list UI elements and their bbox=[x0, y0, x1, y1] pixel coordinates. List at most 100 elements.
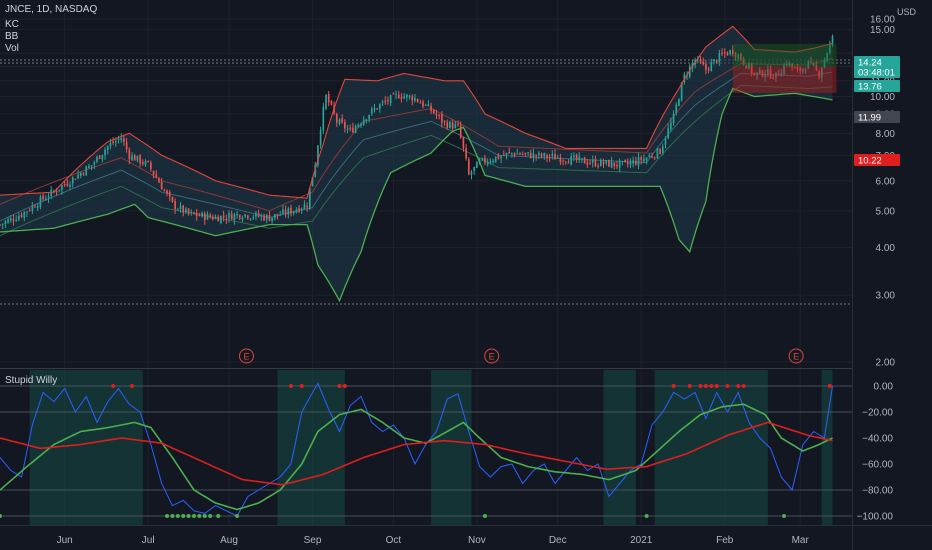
indicator-vol-label[interactable]: Vol bbox=[5, 43, 19, 54]
candle-body bbox=[203, 213, 206, 220]
candle-body bbox=[432, 109, 435, 114]
candle-body bbox=[101, 154, 104, 160]
candle-body bbox=[688, 66, 691, 77]
candle-body bbox=[362, 119, 365, 126]
candle-body bbox=[823, 59, 826, 68]
candle-body bbox=[195, 212, 198, 217]
overbought-dot bbox=[741, 384, 746, 388]
candle-body bbox=[133, 155, 136, 161]
candle-body bbox=[147, 160, 150, 162]
candle-body bbox=[791, 63, 793, 68]
candle-body bbox=[335, 114, 338, 123]
oscillator-shaded-zone bbox=[277, 370, 345, 525]
oscillator-signal-line bbox=[0, 403, 833, 511]
candle-body bbox=[322, 107, 325, 131]
candle-body bbox=[325, 94, 327, 109]
candle-body bbox=[524, 152, 527, 154]
candle-body bbox=[626, 162, 629, 165]
candle-body bbox=[201, 212, 203, 217]
candle-body bbox=[422, 101, 424, 107]
overbought-dot bbox=[709, 384, 714, 388]
earnings-letter: E bbox=[243, 352, 249, 362]
oscillator-shaded-zone bbox=[603, 370, 636, 525]
candle-body bbox=[643, 158, 645, 162]
candle-body bbox=[710, 62, 713, 72]
position-stop-zone bbox=[732, 66, 837, 93]
candle-body bbox=[758, 69, 761, 74]
oversold-dot bbox=[482, 514, 487, 518]
indicator-bb-label[interactable]: BB bbox=[5, 31, 19, 42]
candle-body bbox=[247, 215, 249, 219]
symbol-title[interactable]: JNCE, 1D, NASDAQ bbox=[5, 4, 98, 15]
overbought-dot bbox=[130, 384, 135, 388]
overbought-dot bbox=[703, 384, 708, 388]
candle-body bbox=[411, 96, 414, 101]
candle-body bbox=[424, 104, 427, 106]
candle-body bbox=[42, 195, 44, 200]
candle-body bbox=[578, 156, 581, 161]
candle-body bbox=[206, 213, 209, 220]
candle-body bbox=[661, 146, 664, 153]
candle-body bbox=[602, 161, 605, 165]
candle-body bbox=[605, 160, 608, 164]
earnings-marker[interactable]: E bbox=[238, 348, 254, 364]
candle-body bbox=[732, 49, 734, 55]
candle-body bbox=[546, 154, 548, 158]
candle-body bbox=[352, 127, 354, 133]
keltner-upper-line bbox=[0, 57, 833, 212]
candle-body bbox=[34, 206, 36, 208]
oversold-dot bbox=[191, 514, 196, 518]
candle-body bbox=[467, 159, 470, 175]
candle-body bbox=[459, 125, 462, 138]
candle-body bbox=[632, 160, 634, 164]
candle-body bbox=[257, 213, 260, 217]
candle-body bbox=[511, 152, 513, 154]
candle-body bbox=[238, 214, 241, 219]
candle-body bbox=[750, 64, 753, 74]
position-target-zone bbox=[732, 43, 837, 67]
candle-body bbox=[4, 221, 7, 225]
candle-body bbox=[476, 161, 478, 169]
candle-body bbox=[462, 137, 465, 148]
candle-body bbox=[648, 155, 651, 158]
candle-body bbox=[640, 156, 643, 161]
candle-body bbox=[150, 162, 152, 170]
oscillator-title[interactable]: Stupid Willy bbox=[5, 375, 58, 386]
earnings-marker[interactable]: E bbox=[788, 348, 804, 364]
position-box[interactable] bbox=[732, 43, 837, 93]
oversold-dot bbox=[165, 514, 170, 518]
candle-body bbox=[182, 205, 185, 213]
candle-body bbox=[18, 216, 20, 220]
candle-body bbox=[241, 217, 244, 220]
candle-body bbox=[128, 149, 131, 160]
candle-body bbox=[23, 211, 26, 218]
price-tick-label: 6.00 bbox=[876, 176, 896, 187]
candle-body bbox=[389, 95, 392, 103]
indicator-kc-label[interactable]: KC bbox=[5, 19, 19, 30]
candle-body bbox=[284, 209, 287, 215]
candle-body bbox=[198, 215, 201, 217]
candle-body bbox=[276, 213, 279, 216]
candle-body bbox=[55, 191, 58, 193]
oversold-dot bbox=[197, 514, 202, 518]
candle-body bbox=[802, 68, 804, 72]
oscillator-tick-label: 0.00 bbox=[874, 382, 894, 393]
candle-body bbox=[486, 161, 489, 165]
candle-body bbox=[357, 124, 360, 128]
candle-body bbox=[344, 121, 346, 129]
candle-body bbox=[96, 156, 98, 162]
candle-body bbox=[500, 156, 502, 159]
candle-body bbox=[767, 69, 769, 74]
earnings-marker[interactable]: E bbox=[484, 348, 500, 364]
candle-body bbox=[457, 124, 459, 126]
candle-body bbox=[400, 97, 403, 99]
candle-body bbox=[354, 126, 357, 133]
candle-body bbox=[586, 162, 589, 165]
price-tick-label: 4.00 bbox=[876, 243, 896, 254]
oscillator-pane bbox=[0, 370, 852, 525]
candle-body bbox=[117, 138, 120, 140]
candle-body bbox=[330, 101, 333, 105]
candle-body bbox=[715, 60, 718, 63]
